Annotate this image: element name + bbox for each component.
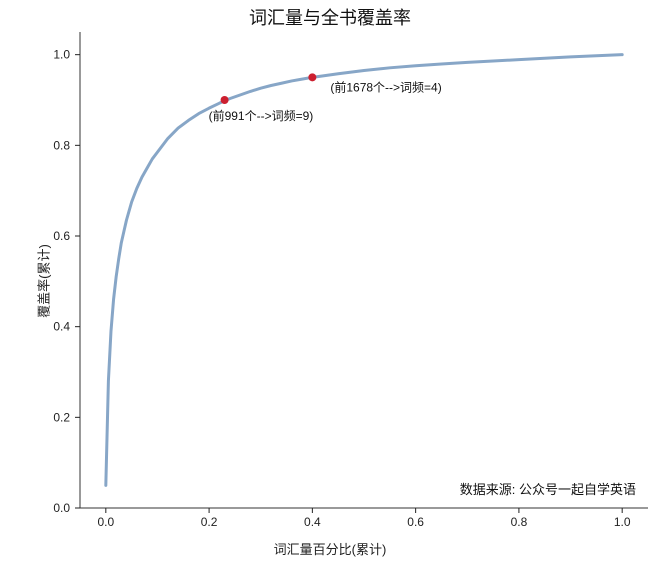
x-tick-label: 0.0 — [97, 515, 114, 529]
x-tick-label: 0.2 — [201, 515, 218, 529]
x-tick-label: 0.6 — [407, 515, 424, 529]
y-tick-label: 0.2 — [53, 410, 70, 424]
chart-container: 词汇量与全书覆盖率 词汇量百分比(累计) 覆盖率(累计) 0.00.20.40.… — [0, 0, 660, 562]
y-tick-label: 0.4 — [53, 320, 70, 334]
y-tick-label: 1.0 — [53, 48, 70, 62]
x-tick-label: 0.4 — [304, 515, 321, 529]
annotation-label-1: (前1678个-->词频=4) — [330, 79, 441, 94]
y-tick-label: 0.6 — [53, 229, 70, 243]
annotation-marker-0 — [221, 96, 229, 104]
x-tick-label: 0.8 — [511, 515, 528, 529]
source-label: 数据来源: 公众号一起自学英语 — [460, 482, 636, 497]
coverage-curve — [106, 55, 622, 486]
annotation-marker-1 — [308, 73, 316, 81]
annotation-label-0: (前991个-->词频=9) — [209, 108, 314, 123]
chart-svg: 0.0 0.2 0.4 0.6 0.8 1.0 0.0 0.2 0.4 0.6 0.8 1.0 (前99… — [0, 0, 660, 562]
y-tick-label: 0.8 — [53, 138, 70, 152]
x-tick-label: 1.0 — [614, 515, 631, 529]
y-tick-label: 0.0 — [53, 501, 70, 515]
